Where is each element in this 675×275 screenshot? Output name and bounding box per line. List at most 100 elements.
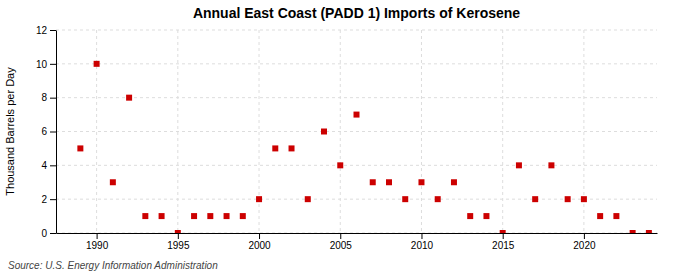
grid-line-y	[56, 97, 657, 98]
y-tick: 4	[41, 160, 56, 171]
point	[191, 213, 197, 219]
x-axis-line	[57, 233, 658, 234]
y-tick-mark	[50, 165, 56, 166]
y-tick-label: 2	[41, 194, 47, 205]
x-axis: 1990 1995 2000 2005 2010 2015 2020	[57, 233, 658, 251]
x-tick-label: 2010	[411, 240, 434, 251]
point	[386, 179, 392, 185]
x-tick-mark	[259, 233, 260, 239]
grid-line-x	[502, 30, 503, 233]
x-tick-mark	[503, 233, 504, 239]
x-tick-label: 1995	[167, 240, 190, 251]
y-axis-label: Thousand Barrels per Day	[4, 67, 16, 196]
x-tick: 2000	[248, 233, 271, 251]
y-tick: 0	[41, 228, 56, 239]
y-tick: 6	[41, 126, 56, 137]
y-axis: 0 2 4 6 8 10 12	[36, 25, 57, 239]
x-tick-mark	[340, 233, 341, 239]
y-tick-mark	[50, 233, 56, 234]
point	[272, 145, 278, 151]
point	[548, 162, 554, 168]
point	[451, 179, 457, 185]
point	[483, 213, 489, 219]
y-tick-mark	[50, 199, 56, 200]
grid-line-x	[421, 30, 422, 233]
point	[289, 145, 295, 151]
point	[646, 230, 652, 233]
plot-area: 1990 1995 2000 2005 2010 2015 2020 0 2 4 6 8 10 12	[36, 25, 658, 251]
point	[630, 230, 636, 233]
y-tick-label: 4	[41, 160, 47, 171]
y-tick-label: 12	[36, 25, 48, 36]
x-tick-label: 1990	[86, 240, 109, 251]
x-tick-mark	[97, 233, 98, 239]
point	[305, 196, 311, 202]
x-tick: 2005	[330, 233, 353, 251]
point	[337, 162, 343, 168]
point	[94, 61, 100, 67]
point	[224, 213, 230, 219]
point	[175, 230, 181, 233]
x-tick-label: 2020	[573, 240, 596, 251]
point	[142, 213, 148, 219]
grid-line-y	[56, 63, 657, 64]
point	[467, 213, 473, 219]
y-tick-label: 8	[41, 92, 47, 103]
grid-line-x	[583, 30, 584, 233]
point	[159, 213, 165, 219]
point	[240, 213, 246, 219]
point	[354, 112, 360, 118]
point	[581, 196, 587, 202]
x-tick: 1995	[167, 233, 190, 251]
y-tick-mark	[50, 30, 56, 31]
x-tick: 2010	[411, 233, 434, 251]
y-tick-mark	[50, 132, 56, 133]
point	[402, 196, 408, 202]
points	[77, 61, 652, 233]
point	[597, 213, 603, 219]
point	[110, 179, 116, 185]
grid-line-x	[259, 30, 260, 233]
point	[256, 196, 262, 202]
x-tick-label: 2000	[248, 240, 271, 251]
point	[207, 213, 213, 219]
y-tick-mark	[50, 64, 56, 65]
x-tick-mark	[178, 233, 179, 239]
y-tick-mark	[50, 98, 56, 99]
grid-line-y	[56, 233, 657, 234]
point	[565, 196, 571, 202]
y-tick-label: 6	[41, 126, 47, 137]
point	[435, 196, 441, 202]
grid-line-y	[56, 165, 657, 166]
x-tick-label: 2015	[492, 240, 515, 251]
y-tick: 12	[36, 25, 56, 36]
y-tick-label: 0	[41, 228, 47, 239]
point	[418, 179, 424, 185]
grid-line-y	[56, 30, 657, 31]
point	[516, 162, 522, 168]
y-tick-label: 10	[36, 59, 48, 70]
grid-line-x	[177, 30, 178, 233]
y-tick: 10	[36, 59, 56, 70]
grid-line-x	[96, 30, 97, 233]
x-tick-mark	[584, 233, 585, 239]
point	[500, 230, 506, 233]
y-tick: 8	[41, 92, 56, 103]
grid-line-y	[56, 131, 657, 132]
grid	[56, 30, 657, 233]
x-tick-label: 2005	[330, 240, 353, 251]
point	[77, 145, 83, 151]
y-tick: 2	[41, 194, 56, 205]
point	[321, 129, 327, 135]
point	[613, 213, 619, 219]
chart: 1990199520002005201020152020024681012Ann…	[0, 0, 675, 275]
x-tick: 1990	[86, 233, 109, 251]
point	[532, 196, 538, 202]
point	[370, 179, 376, 185]
grid-line-x	[340, 30, 341, 233]
annotation: Source: U.S. Energy Information Administ…	[8, 260, 218, 271]
x-tick: 2020	[573, 233, 596, 251]
x-tick: 2015	[492, 233, 515, 251]
y-axis-line	[56, 31, 57, 234]
point	[126, 95, 132, 101]
